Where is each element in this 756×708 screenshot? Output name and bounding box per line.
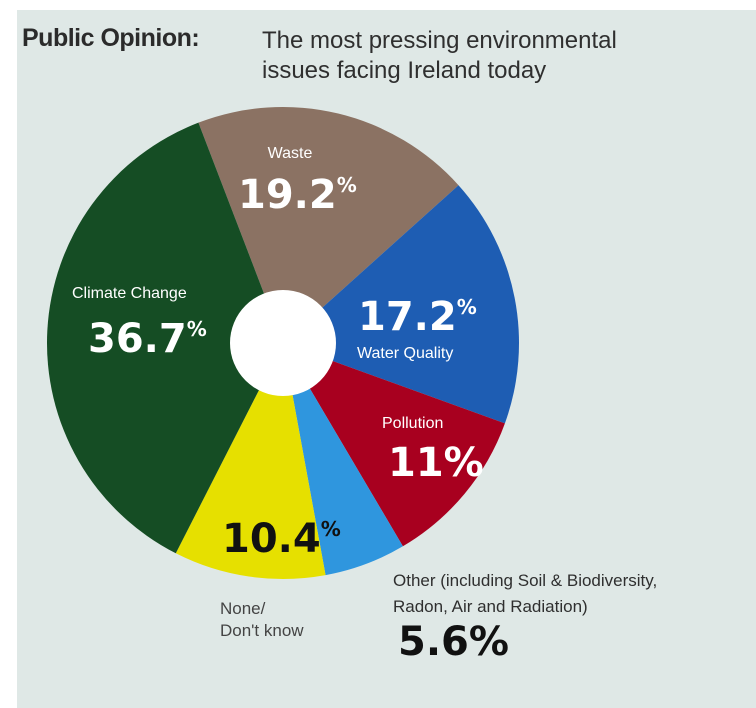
label-other-name: Other (including Soil & Biodiversity, Ra… (393, 568, 657, 620)
pie-center-hole (230, 290, 336, 396)
label-other-line-2: Radon, Air and Radiation) (393, 597, 588, 616)
label-water-value: 17.2% (358, 294, 477, 340)
label-water-name: Water Quality (357, 345, 453, 362)
label-none-name: None/ Don't know (220, 598, 304, 642)
slice-pollution (283, 343, 505, 547)
label-waste-name: Waste (268, 145, 313, 162)
slice-waste (198, 107, 459, 343)
label-waste-value: 19.2% (238, 172, 357, 218)
label-none-line-2: Don't know (220, 621, 304, 640)
chart-title: Public Opinion: (22, 24, 200, 52)
slice-water-quality (283, 185, 520, 424)
label-climate-value: 36.7% (88, 316, 207, 362)
label-pollution-name: Pollution (382, 415, 443, 432)
slice-climate-change (46, 122, 284, 554)
slice-other (283, 343, 403, 576)
label-other-line-1: Other (including Soil & Biodiversity, (393, 571, 658, 590)
subtitle-line-2: issues facing Ireland today (262, 57, 547, 84)
label-none-value: 10.4% (222, 516, 341, 562)
subtitle-line-1: The most pressing environmental (262, 27, 617, 54)
label-pollution-value: 11% (388, 440, 484, 486)
label-none-line-1: None/ (220, 599, 266, 618)
chart-subtitle: The most pressing environmental issues f… (262, 26, 702, 86)
pie-slices (46, 107, 520, 580)
label-other-value: 5.6% (398, 619, 509, 665)
slice-none-dont-know (175, 343, 326, 580)
label-climate-name: Climate Change (72, 285, 187, 302)
